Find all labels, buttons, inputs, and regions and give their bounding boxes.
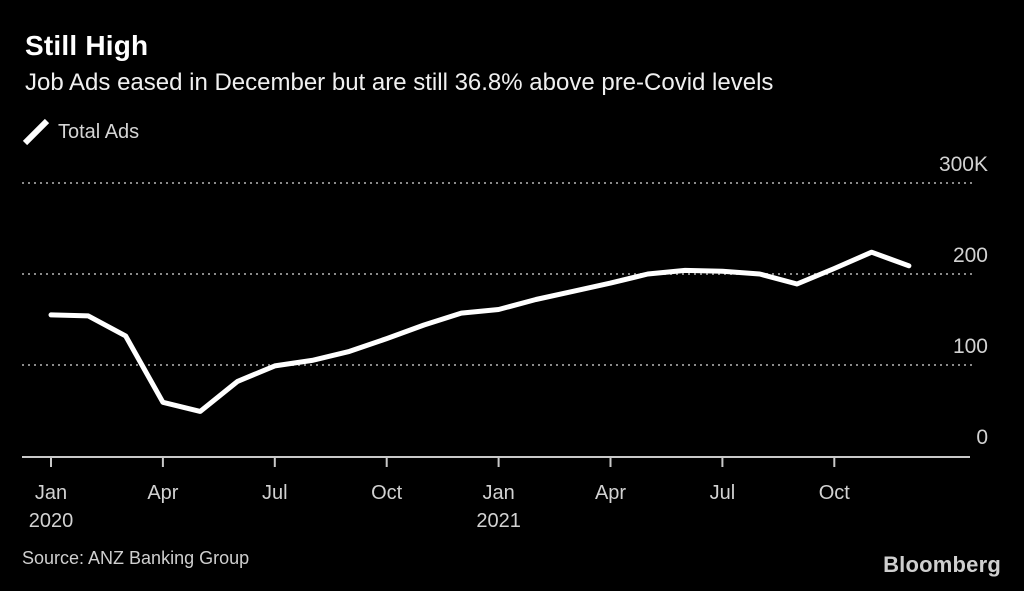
line-series-slash-icon — [22, 118, 49, 146]
y-axis-label: 100 — [953, 335, 988, 358]
chart-title: Still High — [25, 30, 149, 61]
bloomberg-logo: Bloomberg — [883, 552, 1001, 577]
chart-subtitle: Job Ads eased in December but are still … — [25, 69, 774, 96]
y-axis-label: 0 — [976, 426, 988, 449]
total-ads-line — [48, 249, 912, 414]
legend: Total Ads — [21, 118, 139, 146]
x-axis-label: Jan — [482, 482, 514, 504]
x-axis-label: Apr — [595, 482, 626, 504]
x-axis-label: Jul — [710, 482, 736, 504]
x-axis-year-label: 2021 — [476, 510, 521, 532]
y-axis-label: 300K — [939, 153, 988, 176]
x-axis-label: Jan — [35, 482, 67, 504]
x-axis-label: Jul — [262, 482, 288, 504]
x-axis-label: Oct — [819, 482, 851, 504]
y-axis-label: 200 — [953, 244, 988, 267]
x-axis-year-label: 2020 — [29, 510, 74, 532]
source-note: Source: ANZ Banking Group — [22, 548, 250, 568]
x-axis-label: Apr — [147, 482, 178, 504]
x-axis-label: Oct — [371, 482, 403, 504]
legend-label: Total Ads — [58, 120, 140, 143]
